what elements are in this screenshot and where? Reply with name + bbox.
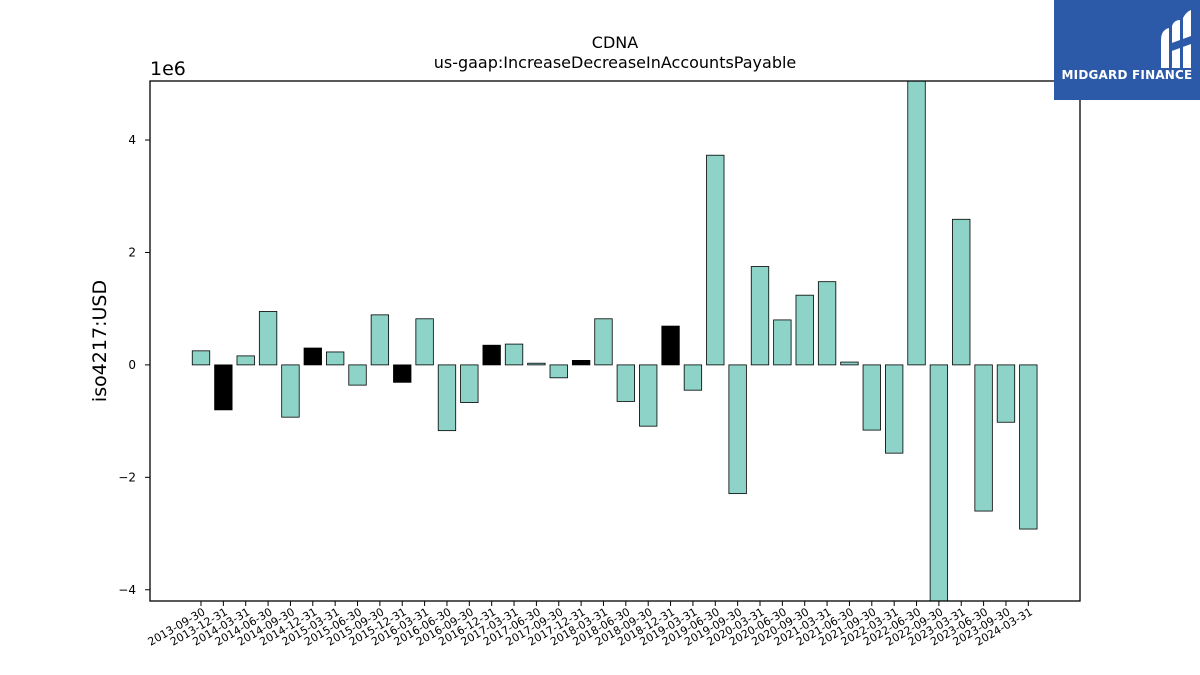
y-tick-label: −2 — [118, 470, 136, 484]
bar-2015-03-31 — [326, 351, 345, 366]
bar-2022-06-30 — [907, 80, 926, 366]
y-tick-label: 4 — [128, 133, 136, 147]
y-tick-label: 0 — [128, 358, 136, 372]
bar-2018-12-31 — [661, 325, 680, 366]
bar-2016-12-31 — [482, 344, 501, 366]
y-tick-label: 2 — [128, 245, 136, 259]
bar-2023-03-31 — [952, 218, 971, 366]
bar-2015-06-30 — [348, 364, 367, 386]
bar-2020-09-30 — [795, 294, 814, 366]
bar-2016-03-31 — [415, 318, 434, 366]
bars-group — [191, 80, 1038, 602]
bar-2014-09-30 — [281, 364, 300, 418]
bar-2018-03-31 — [594, 318, 613, 366]
midgard-logo-icon — [1161, 10, 1191, 68]
bar-2024-03-31 — [1019, 364, 1038, 530]
bar-2013-09-30 — [191, 350, 211, 366]
bar-2017-03-31 — [504, 343, 524, 366]
bar-2019-03-31 — [683, 364, 703, 391]
y-axis-multiplier: 1e6 — [150, 58, 186, 80]
bar-2017-06-30 — [527, 362, 546, 366]
bar-2020-03-31 — [750, 266, 770, 366]
bar-2015-09-30 — [370, 314, 390, 366]
bar-2018-09-30 — [639, 364, 658, 427]
y-ticks-group: −4 −2 0 2 4 — [118, 133, 150, 597]
bar-2018-06-30 — [616, 364, 635, 402]
bar-2015-12-31 — [393, 364, 412, 383]
logo-text: MIDGARD FINANCE — [1061, 68, 1193, 82]
bar-2016-06-30 — [437, 364, 457, 432]
bar-2019-06-30 — [706, 154, 725, 366]
bar-2021-06-30 — [840, 361, 859, 366]
bar-2021-09-30 — [862, 364, 881, 431]
bar-2019-09-30 — [728, 364, 747, 495]
chart-subtitle: us-gaap:IncreaseDecreaseInAccountsPayabl… — [434, 53, 797, 72]
bar-2023-09-30 — [996, 364, 1016, 423]
bar-2022-03-31 — [885, 364, 904, 454]
bar-2020-06-30 — [773, 319, 792, 366]
plot-frame — [149, 80, 1081, 602]
bar-2017-12-31 — [571, 359, 591, 366]
bar-2016-09-30 — [460, 364, 479, 403]
midgard-logo: MIDGARD FINANCE — [1054, 0, 1200, 100]
bar-2021-03-31 — [817, 281, 837, 366]
x-ticks-group: 2013-09-302013-12-312014-03-312014-06-30… — [146, 601, 1035, 649]
chart-title: CDNA — [592, 33, 638, 52]
bar-2014-12-31 — [303, 347, 322, 366]
bar-2014-03-31 — [236, 355, 255, 366]
y-axis-label: iso4217:USD — [89, 280, 111, 402]
bar-2022-09-30 — [929, 364, 949, 602]
bar-2017-09-30 — [549, 364, 568, 379]
bar-2023-06-30 — [974, 364, 993, 512]
bar-2013-12-31 — [214, 364, 233, 411]
bar-2014-06-30 — [258, 311, 278, 366]
y-tick-label: −4 — [118, 583, 136, 597]
